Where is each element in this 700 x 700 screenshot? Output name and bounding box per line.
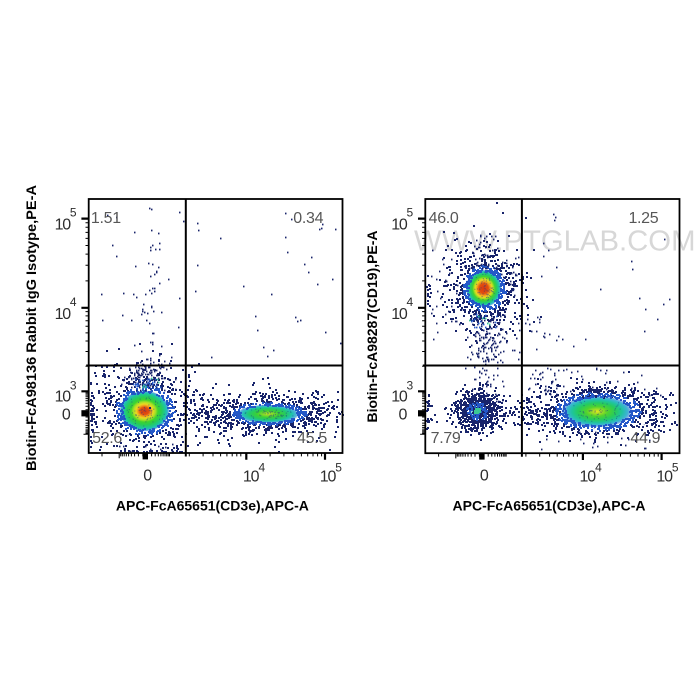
- svg-text:0: 0: [62, 407, 71, 424]
- svg-text:4: 4: [70, 295, 77, 309]
- svg-text:10: 10: [55, 216, 72, 233]
- svg-text:5: 5: [335, 461, 342, 475]
- svg-text:10: 10: [55, 306, 72, 323]
- svg-text:10: 10: [580, 468, 597, 485]
- svg-text:4: 4: [259, 461, 266, 475]
- svg-text:0: 0: [480, 468, 489, 485]
- svg-text:5: 5: [407, 206, 414, 220]
- svg-text:APC-FcA65651(CD3e),APC-A: APC-FcA65651(CD3e),APC-A: [453, 498, 646, 514]
- svg-text:10: 10: [243, 468, 260, 485]
- svg-text:44.9: 44.9: [630, 430, 660, 447]
- svg-text:Biotin-FcA98136 Rabbit IgG Iso: Biotin-FcA98136 Rabbit IgG Isotype,PE-A: [23, 185, 39, 471]
- svg-text:4: 4: [407, 295, 414, 309]
- svg-text:10: 10: [391, 216, 408, 233]
- svg-text:7.79: 7.79: [431, 430, 461, 447]
- svg-text:1.51: 1.51: [91, 210, 121, 227]
- svg-text:10: 10: [656, 468, 673, 485]
- svg-text:1.25: 1.25: [628, 210, 658, 227]
- svg-text:10: 10: [320, 468, 337, 485]
- svg-text:45.5: 45.5: [297, 430, 327, 447]
- svg-text:52.6: 52.6: [92, 430, 122, 447]
- svg-text:5: 5: [70, 206, 77, 220]
- svg-text:46.0: 46.0: [429, 210, 459, 227]
- svg-text:Biotin-FcA98287(CD19),PE-A: Biotin-FcA98287(CD19),PE-A: [364, 231, 380, 423]
- svg-text:5: 5: [672, 461, 679, 475]
- svg-text:3: 3: [407, 379, 414, 393]
- svg-text:3: 3: [70, 379, 77, 393]
- svg-text:10: 10: [55, 389, 72, 406]
- svg-text:APC-FcA65651(CD3e),APC-A: APC-FcA65651(CD3e),APC-A: [116, 498, 309, 514]
- svg-text:4: 4: [595, 461, 602, 475]
- svg-text:10: 10: [391, 306, 408, 323]
- svg-text:0.34: 0.34: [293, 210, 323, 227]
- svg-text:0: 0: [143, 468, 152, 485]
- svg-text:0: 0: [399, 407, 408, 424]
- svg-text:10: 10: [391, 389, 408, 406]
